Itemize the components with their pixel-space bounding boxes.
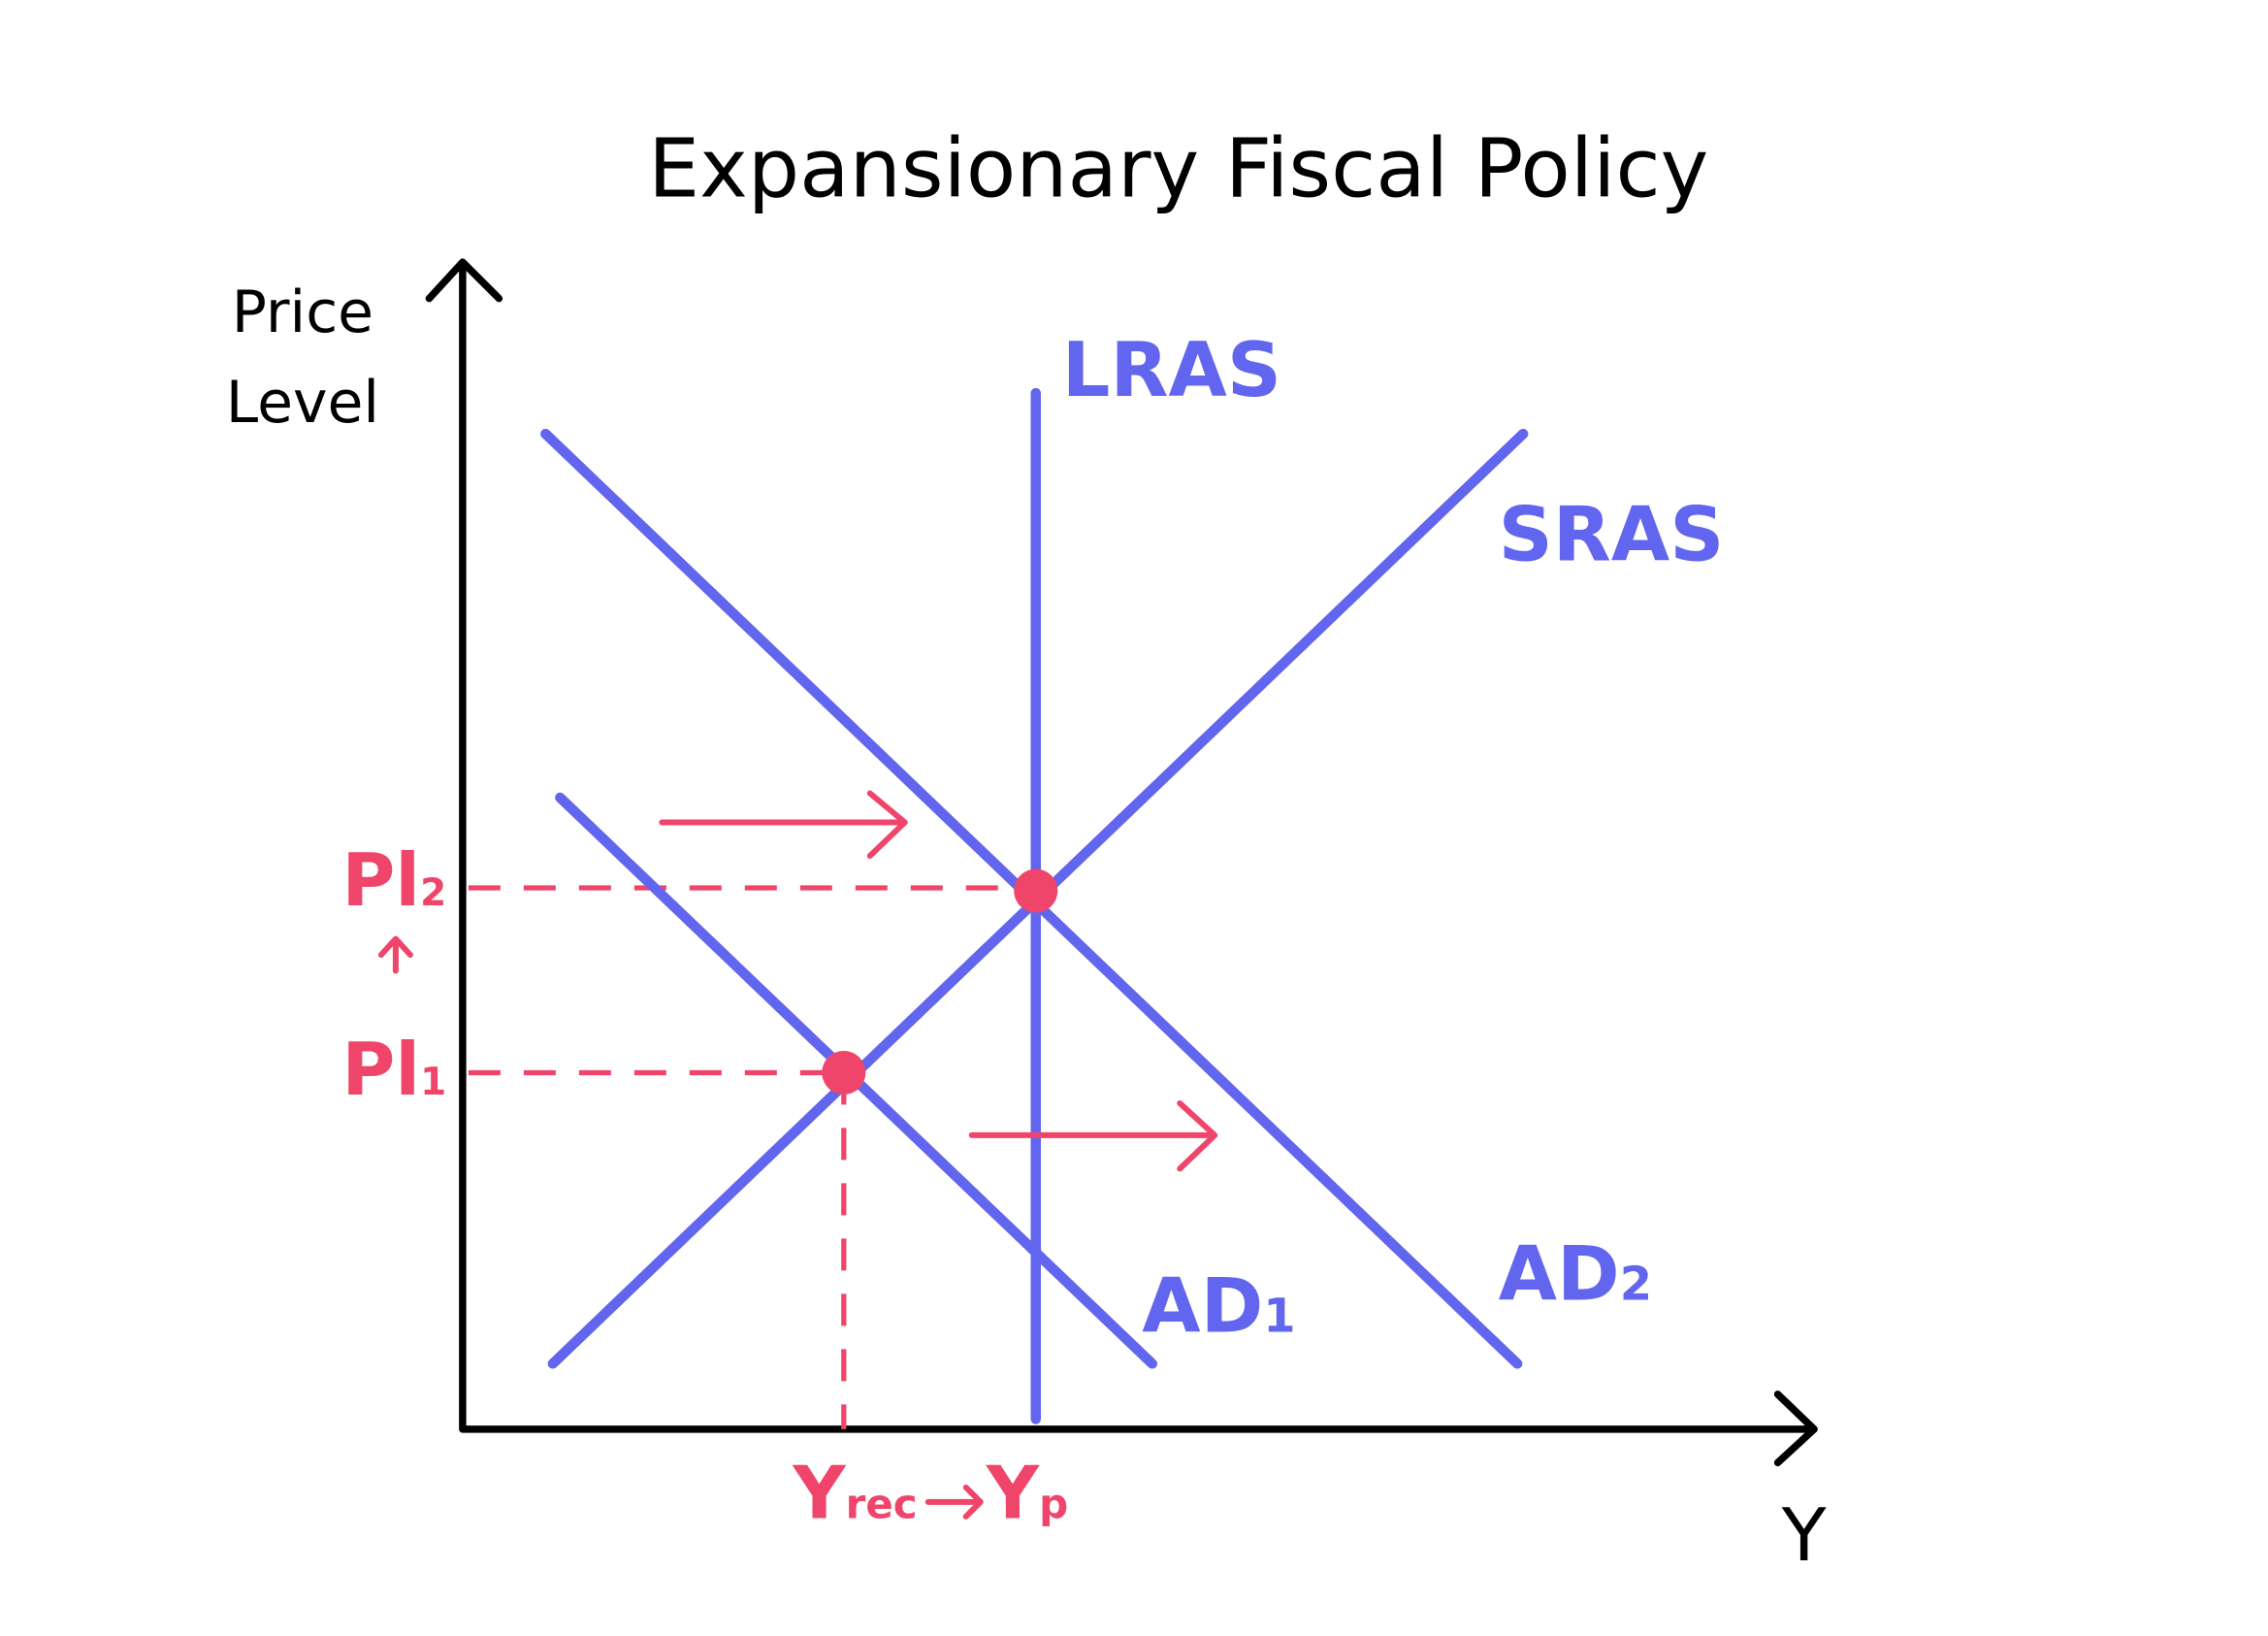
label-main: Pl xyxy=(341,1027,420,1112)
output-label: Yp xyxy=(986,1450,1068,1535)
right-arrow xyxy=(924,1484,984,1520)
ad1-label: AD1 xyxy=(1142,1262,1295,1350)
label-sub: 1 xyxy=(1263,1289,1295,1343)
label-main: Pl xyxy=(341,837,420,923)
label-main: Y xyxy=(792,1450,847,1535)
label-main: Y xyxy=(986,1450,1041,1535)
label-sub: 2 xyxy=(420,871,446,915)
axes xyxy=(425,258,1818,1467)
price-level-label: Pl1 xyxy=(341,1027,446,1112)
y-axis-label: Price xyxy=(232,278,373,346)
label-sub: p xyxy=(1039,1480,1068,1527)
guide-lines xyxy=(468,885,1039,1429)
equilibrium-point xyxy=(1014,868,1058,913)
label-sub: rec xyxy=(846,1480,918,1527)
y-axis-label: Level xyxy=(226,369,379,437)
label-sub: 2 xyxy=(1620,1257,1652,1311)
label-main: AD xyxy=(1142,1262,1263,1350)
lras-label: LRAS xyxy=(1062,327,1281,414)
shift-arrow xyxy=(968,1099,1218,1172)
ad2-label: AD2 xyxy=(1499,1230,1652,1318)
price-level-label: Pl2 xyxy=(341,837,446,923)
up-arrow xyxy=(377,935,413,974)
label-main: AD xyxy=(1499,1230,1620,1318)
equilibrium-point xyxy=(822,1050,866,1095)
title: Expansionary Fiscal Policy xyxy=(648,121,1708,216)
sras-label: SRAS xyxy=(1499,492,1725,579)
label-sub: 1 xyxy=(420,1061,446,1104)
x-axis-label: Y xyxy=(1781,1492,1827,1578)
shift-arrow xyxy=(659,790,908,859)
output-label: Yrec xyxy=(792,1450,917,1535)
